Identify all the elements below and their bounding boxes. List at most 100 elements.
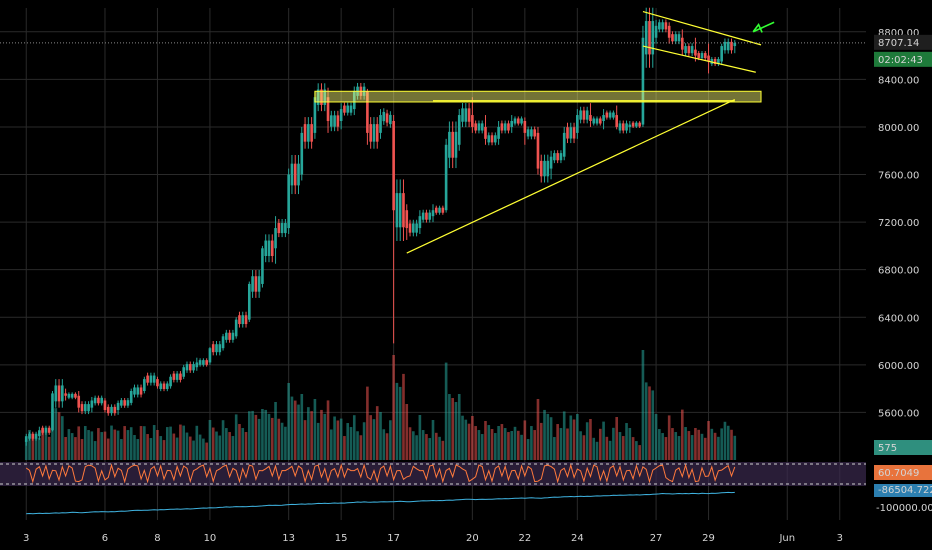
volume-bar bbox=[480, 434, 484, 460]
candle-body bbox=[87, 404, 90, 412]
candle-body bbox=[290, 163, 294, 186]
price-tick-label: 6000.00 bbox=[878, 361, 919, 372]
volume-bar bbox=[372, 419, 376, 460]
price-tick-label: 5600.00 bbox=[878, 408, 919, 419]
candle-body bbox=[375, 124, 379, 142]
volume-bar bbox=[641, 350, 645, 460]
volume-bar bbox=[57, 412, 61, 460]
candle-body bbox=[487, 135, 491, 143]
candle-body bbox=[484, 126, 487, 139]
volume-bar bbox=[70, 433, 74, 460]
candle-body bbox=[402, 193, 405, 228]
volume-bar bbox=[441, 440, 445, 460]
volume-bar bbox=[448, 394, 451, 460]
volume-bar bbox=[28, 429, 31, 460]
candle-body bbox=[277, 223, 281, 234]
volume-bar bbox=[530, 426, 533, 460]
volume-bar bbox=[375, 406, 379, 460]
candle-body bbox=[175, 373, 179, 380]
candle-body bbox=[205, 360, 208, 365]
candle-body bbox=[313, 97, 317, 133]
volume-bar bbox=[733, 435, 737, 460]
volume-bar bbox=[38, 437, 41, 460]
volume-bar bbox=[162, 440, 166, 460]
candle-body bbox=[628, 124, 632, 127]
candle-body bbox=[67, 393, 71, 398]
candle-body bbox=[93, 397, 97, 404]
candle-body bbox=[156, 379, 159, 387]
volume-bar bbox=[464, 419, 468, 460]
candle-body bbox=[44, 427, 48, 433]
candle-body bbox=[677, 34, 681, 42]
volume-bar bbox=[516, 430, 520, 460]
volume-bar bbox=[274, 402, 277, 460]
candle-body bbox=[608, 112, 612, 118]
volume-bar bbox=[110, 425, 113, 460]
volume-bar bbox=[74, 437, 77, 460]
candle-body bbox=[661, 22, 664, 30]
trendline-annotations[interactable] bbox=[0, 10, 866, 254]
volume-bar bbox=[398, 386, 402, 460]
candle-body bbox=[80, 404, 84, 412]
candle-body bbox=[349, 105, 353, 113]
volume-bar bbox=[490, 429, 494, 460]
volume-bar bbox=[67, 429, 71, 460]
volume-bar bbox=[658, 429, 661, 460]
volume-bar bbox=[428, 438, 432, 460]
volume-bar bbox=[100, 432, 104, 460]
volume-bar bbox=[129, 427, 133, 460]
candle-body bbox=[143, 379, 146, 392]
volume-bar bbox=[389, 420, 392, 460]
time-axis[interactable]: 3 6 8 10 13 15 17 20 22 24 27 29 Jun 3 bbox=[23, 533, 843, 544]
volume-bar bbox=[77, 426, 81, 460]
resistance-zone bbox=[314, 90, 762, 103]
candle-body bbox=[408, 223, 412, 233]
candle-body bbox=[641, 37, 645, 125]
volume-bar bbox=[723, 421, 727, 460]
candle-body bbox=[241, 315, 245, 325]
volume-bar bbox=[467, 423, 471, 460]
volume-bar bbox=[421, 430, 425, 460]
volume-bar bbox=[369, 415, 372, 460]
candle-body bbox=[654, 25, 658, 38]
volume-bar bbox=[520, 434, 523, 460]
volume-bar bbox=[238, 424, 241, 460]
volume-bars bbox=[24, 350, 737, 460]
candle-body bbox=[165, 383, 169, 389]
candle-body bbox=[490, 135, 494, 143]
candle-body bbox=[694, 49, 697, 56]
candle-body bbox=[343, 105, 346, 113]
candle-body bbox=[392, 121, 395, 211]
candle-body bbox=[303, 124, 307, 142]
volume-bar bbox=[149, 438, 153, 460]
volume-bar bbox=[497, 426, 500, 460]
candle-body bbox=[572, 127, 576, 139]
candle-body bbox=[215, 344, 218, 353]
volume-bar bbox=[303, 420, 307, 460]
volume-bar bbox=[644, 382, 648, 460]
candle-body bbox=[139, 387, 143, 395]
candle-body bbox=[182, 367, 186, 377]
candle-body bbox=[562, 132, 566, 157]
candle-body bbox=[225, 332, 228, 340]
volume-bar bbox=[503, 428, 507, 460]
candle-body bbox=[549, 156, 553, 169]
volume-bar bbox=[405, 404, 409, 460]
candle-body bbox=[615, 115, 619, 127]
candle-body bbox=[136, 387, 140, 395]
volume-bar bbox=[602, 421, 605, 460]
time-tick-label: 15 bbox=[335, 533, 348, 544]
volume-bar bbox=[572, 419, 576, 460]
candle-body bbox=[733, 42, 737, 47]
price-axis[interactable]: 8800.00 8400.00 8000.00 7600.00 7200.00 6800.… bbox=[878, 28, 919, 420]
candle-body bbox=[310, 124, 313, 142]
candle-body bbox=[284, 223, 287, 234]
candle-body bbox=[333, 115, 336, 127]
candle-body bbox=[106, 406, 110, 414]
candle-body bbox=[316, 89, 320, 105]
volume-bar bbox=[106, 438, 110, 460]
volume-bar bbox=[461, 415, 464, 460]
volume-bar bbox=[215, 431, 218, 460]
candle-body bbox=[61, 385, 64, 402]
candle-body bbox=[195, 362, 199, 368]
